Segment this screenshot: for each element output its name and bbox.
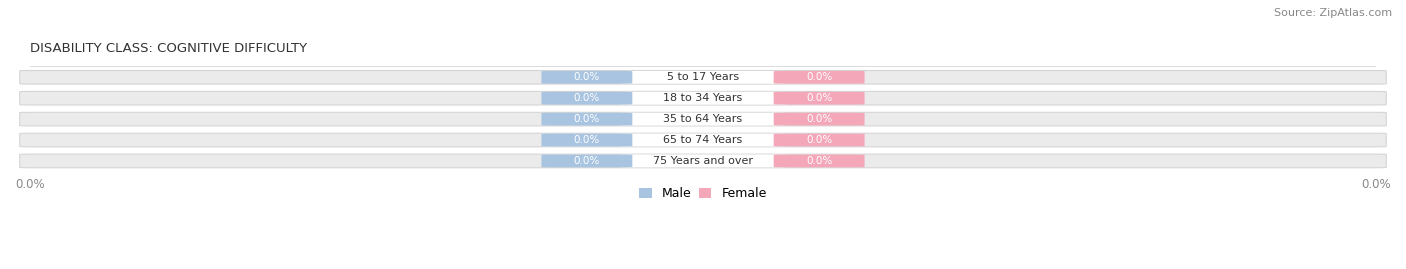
Text: 0.0%: 0.0% — [574, 156, 600, 166]
Text: 5 to 17 Years: 5 to 17 Years — [666, 72, 740, 82]
Text: 65 to 74 Years: 65 to 74 Years — [664, 135, 742, 145]
Text: 35 to 64 Years: 35 to 64 Years — [664, 114, 742, 124]
Legend: Male, Female: Male, Female — [640, 187, 766, 200]
FancyBboxPatch shape — [20, 112, 1386, 126]
FancyBboxPatch shape — [619, 155, 787, 167]
FancyBboxPatch shape — [773, 113, 865, 126]
FancyBboxPatch shape — [773, 134, 865, 146]
FancyBboxPatch shape — [619, 71, 787, 84]
Text: 0.0%: 0.0% — [806, 72, 832, 82]
Text: 75 Years and over: 75 Years and over — [652, 156, 754, 166]
Text: Source: ZipAtlas.com: Source: ZipAtlas.com — [1274, 8, 1392, 18]
FancyBboxPatch shape — [20, 91, 1386, 105]
Text: 0.0%: 0.0% — [806, 114, 832, 124]
Text: 0.0%: 0.0% — [806, 135, 832, 145]
Text: 0.0%: 0.0% — [574, 93, 600, 103]
FancyBboxPatch shape — [619, 113, 787, 126]
Text: 0.0%: 0.0% — [574, 114, 600, 124]
FancyBboxPatch shape — [541, 71, 633, 84]
FancyBboxPatch shape — [20, 133, 1386, 147]
FancyBboxPatch shape — [773, 155, 865, 167]
Text: DISABILITY CLASS: COGNITIVE DIFFICULTY: DISABILITY CLASS: COGNITIVE DIFFICULTY — [30, 42, 307, 55]
FancyBboxPatch shape — [773, 71, 865, 84]
FancyBboxPatch shape — [541, 113, 633, 126]
Text: 0.0%: 0.0% — [806, 93, 832, 103]
Text: 0.0%: 0.0% — [574, 72, 600, 82]
Text: 0.0%: 0.0% — [806, 156, 832, 166]
FancyBboxPatch shape — [619, 134, 787, 146]
FancyBboxPatch shape — [541, 92, 633, 105]
FancyBboxPatch shape — [541, 155, 633, 167]
FancyBboxPatch shape — [773, 92, 865, 105]
Text: 18 to 34 Years: 18 to 34 Years — [664, 93, 742, 103]
Text: 0.0%: 0.0% — [574, 135, 600, 145]
FancyBboxPatch shape — [541, 134, 633, 146]
FancyBboxPatch shape — [20, 70, 1386, 84]
FancyBboxPatch shape — [619, 92, 787, 105]
FancyBboxPatch shape — [20, 154, 1386, 168]
